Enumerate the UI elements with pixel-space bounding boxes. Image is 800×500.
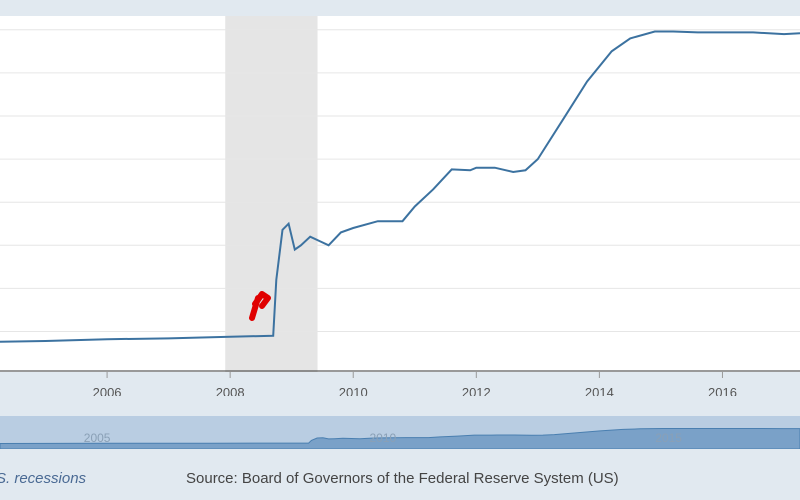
navigator-chart: 2005 2010 2015	[0, 428, 800, 449]
x-tick-label: 2010	[339, 385, 368, 396]
recession-shade	[225, 16, 318, 372]
legend-recessions[interactable]: S. recessions	[0, 470, 87, 487]
navigator-label: 2005	[84, 431, 111, 445]
series-line	[0, 30, 800, 343]
x-tick-label: 2008	[216, 385, 245, 396]
x-tick-label: 2014	[585, 385, 614, 396]
line-chart: 2006 2008 2010 2012 2014 2016	[0, 16, 800, 396]
x-tick-label: 2006	[93, 385, 122, 396]
chart-plot-area: 2006 2008 2010 2012 2014 2016	[0, 16, 800, 396]
range-navigator[interactable]: 2005 2010 2015	[0, 416, 800, 449]
x-tick-label: 2012	[462, 385, 491, 396]
red-arrow-annotation	[249, 291, 271, 321]
navigator-label: 2010	[370, 431, 397, 445]
navigator-series	[0, 428, 800, 449]
x-tick-label: 2016	[708, 385, 737, 396]
source-note: Source: Board of Governors of the Federa…	[186, 470, 619, 487]
navigator-label: 2015	[655, 431, 682, 445]
